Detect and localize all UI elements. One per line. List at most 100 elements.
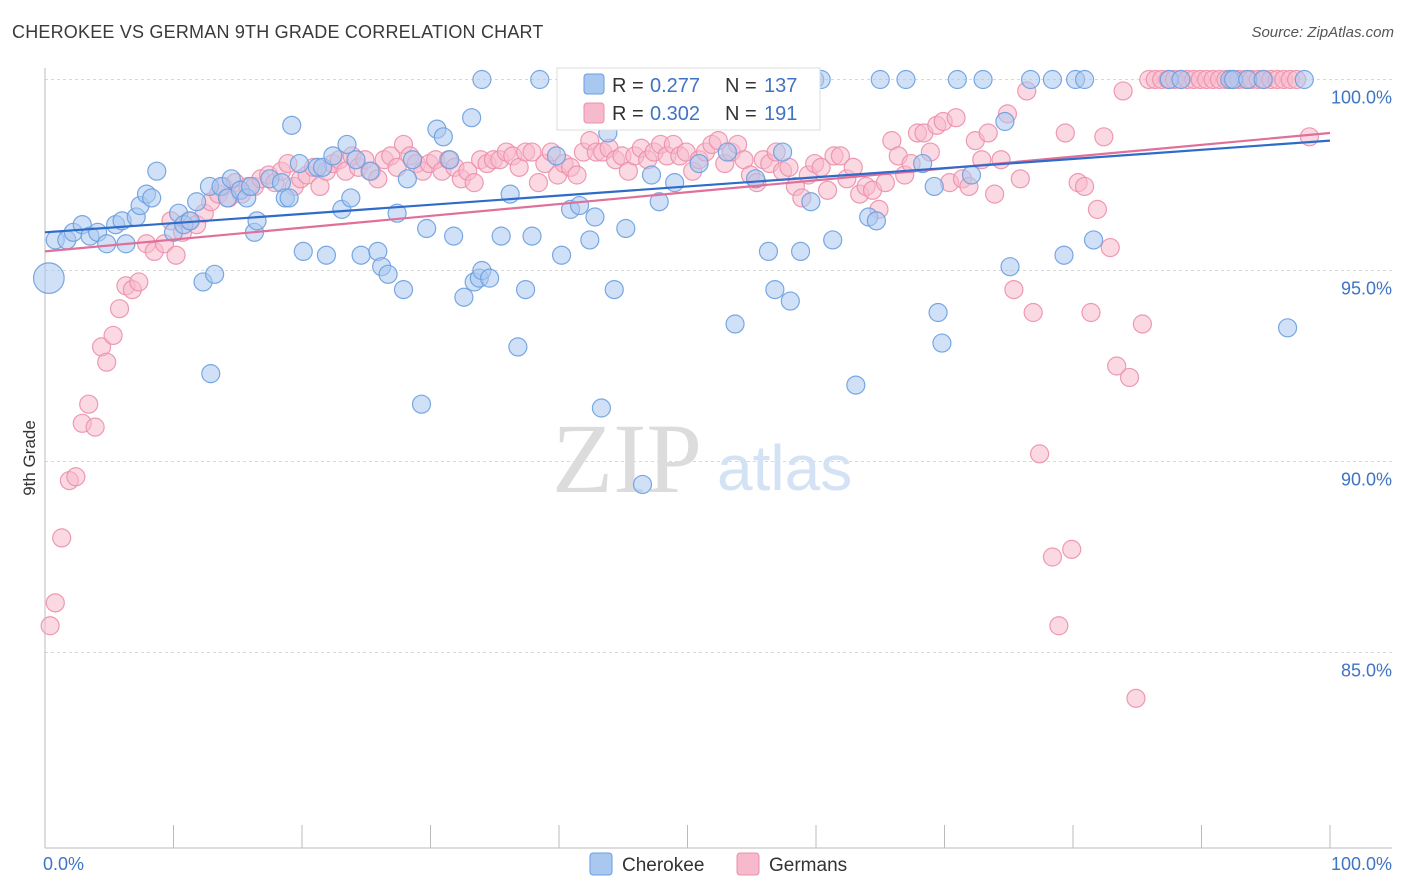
cherokee-point [932, 333, 952, 353]
cherokee-point [1171, 69, 1191, 90]
cherokee-point [1083, 230, 1104, 250]
watermark-atlas: atlas [717, 432, 852, 504]
cherokee-point [551, 245, 572, 265]
cherokee-point [947, 69, 967, 90]
y-tick-labels: 100.0% 95.0% 90.0% 85.0% [1331, 88, 1392, 681]
cherokee-point [397, 169, 417, 189]
cherokee-point [97, 234, 117, 254]
legend-n-value-germans: 191 [764, 103, 797, 125]
cherokee-point [765, 280, 785, 300]
legend-swatch-cherokee [583, 73, 605, 95]
cherokee-point [480, 268, 500, 288]
cherokee-point [472, 69, 492, 90]
germans-point [991, 150, 1011, 170]
cherokee-point [360, 161, 380, 181]
axes [44, 68, 1392, 849]
watermark: ZIP atlas [552, 403, 852, 514]
legend-n-label-cherokee: N = [725, 75, 757, 97]
bottom-legend-label-germans: Germans [769, 855, 847, 876]
cherokee-point [515, 280, 536, 300]
cherokee-point [585, 207, 605, 227]
cherokee-point [1000, 257, 1020, 277]
legend-n-label-germans: N = [725, 103, 757, 125]
cherokee-point [247, 211, 267, 231]
x-tick-marks [44, 825, 1331, 848]
x-tick-label: 0.0% [43, 854, 84, 874]
cherokee-point [823, 230, 843, 250]
germans-point [978, 123, 998, 143]
y-tick-label: 90.0% [1341, 470, 1392, 490]
cherokee-point [689, 153, 709, 174]
inset-legend: R = 0.277 N = 137 R = 0.302 N = 191 [556, 67, 821, 131]
cherokee-point [433, 127, 453, 147]
cherokee-point [1294, 69, 1314, 90]
germans-point [1081, 302, 1101, 323]
cherokee-point [591, 398, 612, 418]
cherokee-point [580, 230, 600, 250]
germans-point [1074, 176, 1095, 197]
cherokee-point [725, 314, 745, 334]
cherokee-point [896, 69, 916, 90]
germans-point [1023, 302, 1043, 323]
cherokee-point [790, 241, 811, 261]
cherokee-point [604, 280, 624, 300]
cherokee-point [846, 375, 866, 395]
bottom-legend-label-cherokee: Cherokee [622, 855, 704, 876]
cherokee-point [282, 115, 302, 135]
germans-point [1100, 237, 1120, 258]
cherokee-point [187, 192, 207, 212]
cherokee-point [402, 150, 423, 170]
cherokee-points [32, 69, 1314, 495]
germans-point [1010, 169, 1030, 189]
legend-r-value-cherokee: 0.277 [650, 75, 700, 97]
legend-r-label-germans: R = [612, 103, 644, 125]
chart-title: CHEROKEE VS GERMAN 9TH GRADE CORRELATION… [12, 22, 544, 42]
cherokee-point [641, 165, 662, 185]
germans-point [817, 180, 838, 200]
cherokee-point [440, 150, 460, 170]
cherokee-point [973, 69, 993, 90]
cherokee-point [746, 169, 766, 189]
cherokee-point [522, 226, 542, 246]
cherokee-point [758, 241, 779, 261]
cherokee-point [508, 337, 528, 357]
cherokee-point [351, 245, 371, 265]
germans-point [1029, 444, 1050, 464]
cherokee-point [801, 192, 821, 212]
germans-point [97, 352, 117, 372]
germans-point [1126, 688, 1146, 708]
germans-point [40, 616, 60, 636]
germans-point [129, 272, 149, 292]
cherokee-trendline [44, 139, 1331, 234]
legend-r-label-cherokee: R = [612, 75, 644, 97]
cherokee-point [866, 211, 886, 231]
y-axis-title: 9th Grade [20, 420, 39, 496]
cherokee-point [341, 188, 361, 208]
cherokee-point [205, 264, 225, 284]
cherokee-point [32, 262, 65, 295]
cherokee-point [995, 111, 1015, 132]
germans-trendline [44, 131, 1331, 253]
cherokee-point [961, 165, 982, 185]
cherokee-point [632, 474, 653, 495]
germans-point [66, 467, 86, 487]
germans-point [1042, 547, 1063, 567]
germans-point [1087, 199, 1108, 219]
chart-source: Source: ZipAtlas.com [1251, 24, 1394, 41]
cherokee-point [616, 218, 636, 239]
bottom-legend-swatch-cherokee [589, 852, 613, 876]
cherokee-point [454, 287, 474, 307]
cherokee-point [928, 302, 948, 323]
cherokee-point [569, 195, 590, 216]
cherokee-point [142, 188, 162, 208]
cherokee-point [1074, 69, 1095, 90]
x-tick-label: 100.0% [1331, 854, 1392, 874]
germans-point [109, 299, 130, 319]
trendlines [44, 131, 1331, 253]
cherokee-point [1042, 69, 1063, 90]
germans-point [85, 417, 105, 437]
cherokee-point [337, 134, 357, 155]
cherokee-point [289, 153, 310, 174]
cherokee-point [913, 153, 933, 174]
germans-point [985, 184, 1005, 204]
